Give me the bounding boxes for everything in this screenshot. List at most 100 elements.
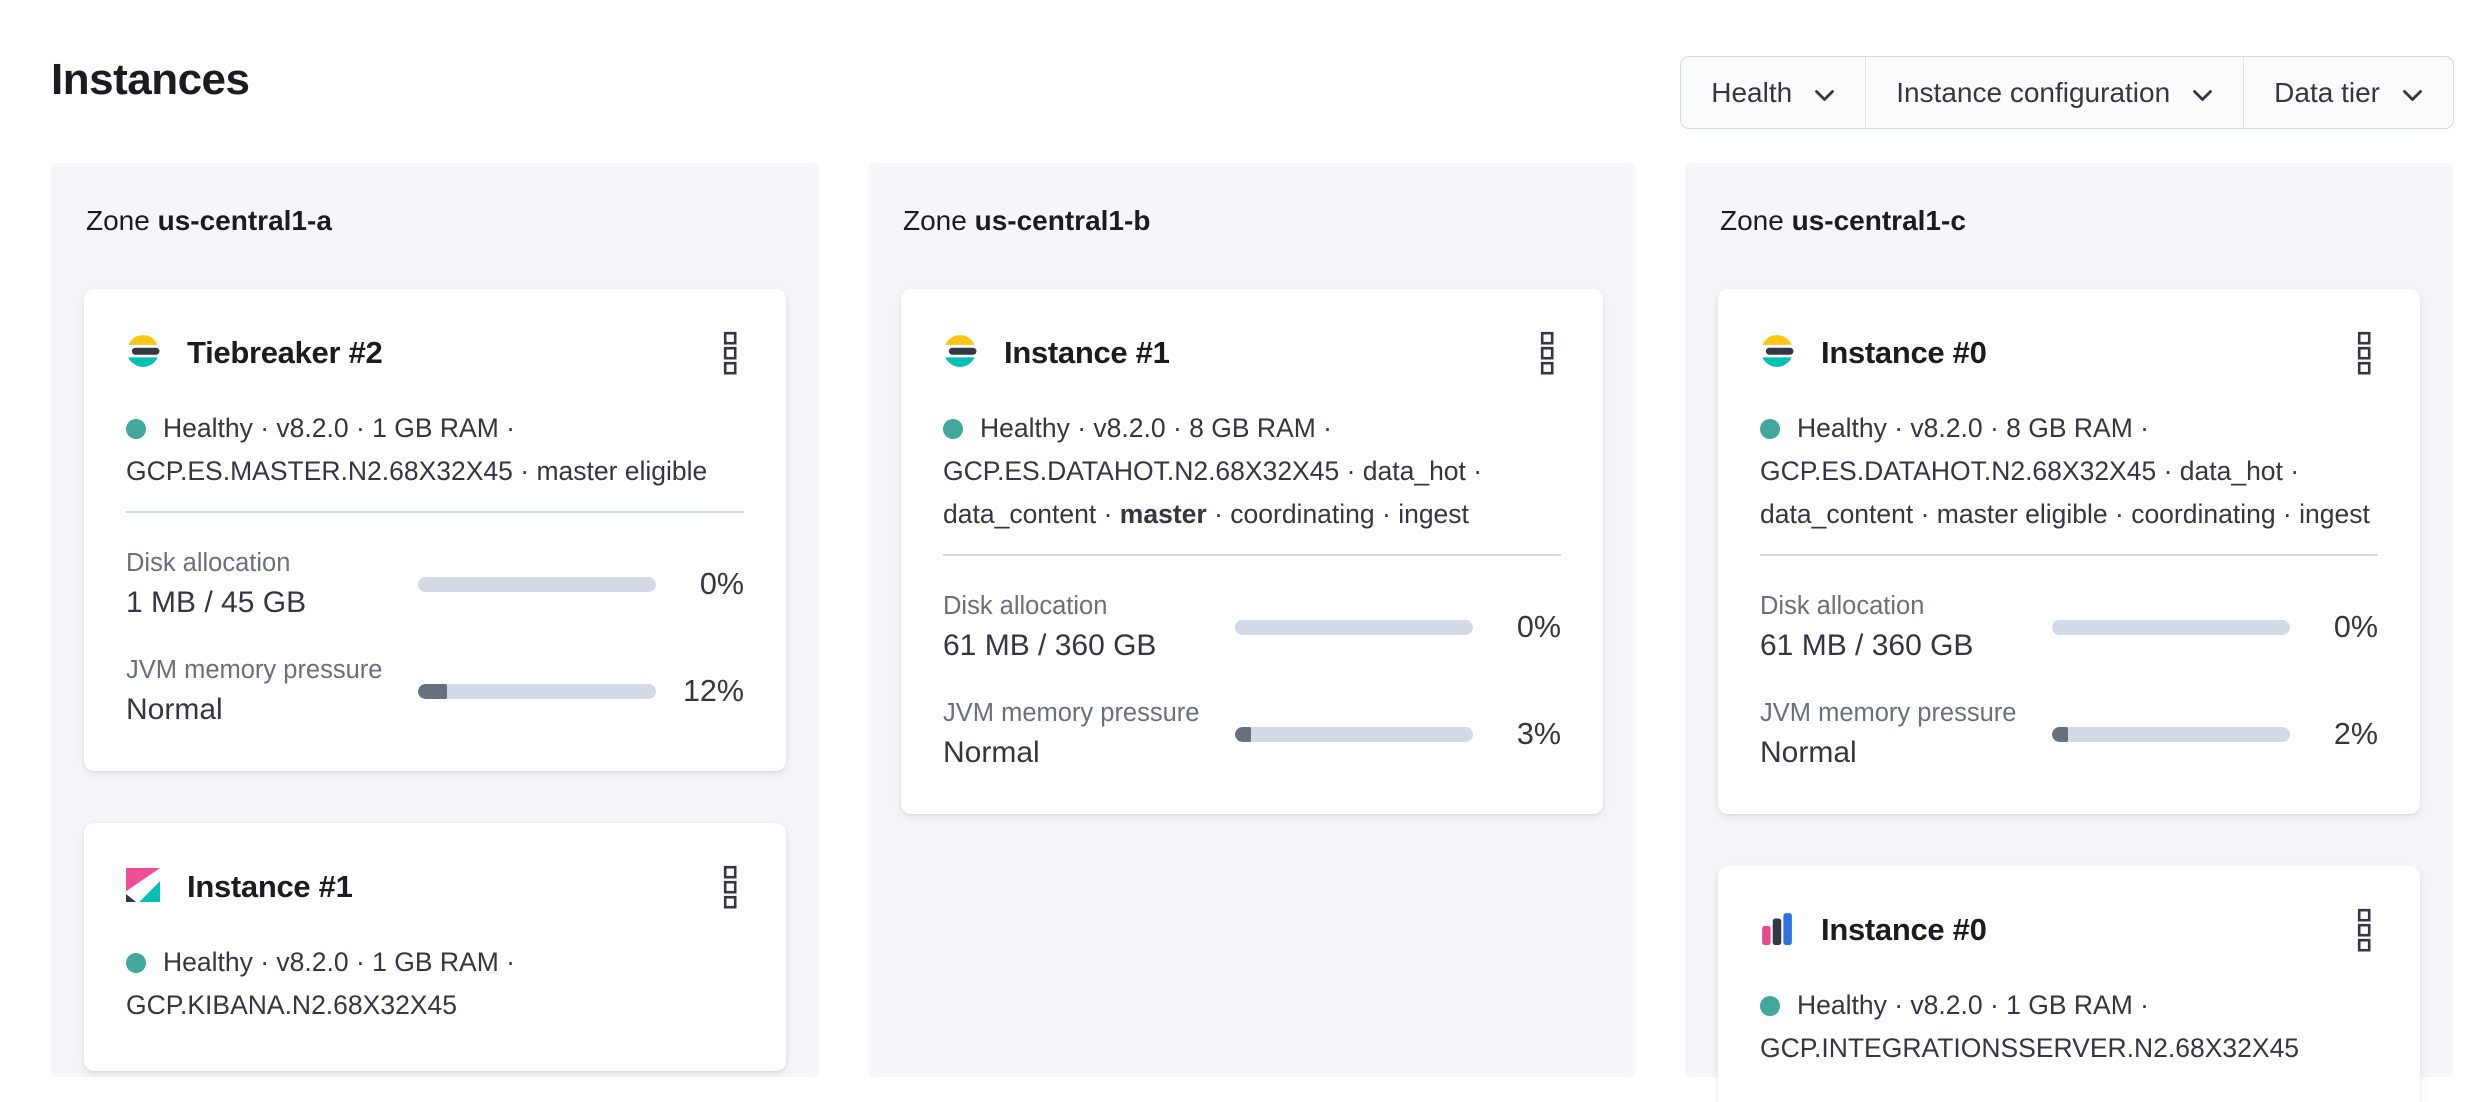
instance-card-es-1: Instance #1 Healthy · v8.2.0 · 8 GB RAM … <box>901 289 1603 814</box>
elasticsearch-logo-icon <box>1760 334 1794 373</box>
jvm-pressure-value: Normal <box>943 736 1040 769</box>
jvm-pressure-value: Normal <box>126 693 223 726</box>
disk-allocation-percent: 0% <box>1516 610 1561 644</box>
zone-name: us-central1-c <box>1791 205 1966 236</box>
boxes-vertical-icon <box>2357 908 2372 955</box>
card-header: Instance #1 <box>943 327 1561 379</box>
role-master: master <box>1119 499 1207 529</box>
instance-title: Instance #1 <box>1004 335 1170 370</box>
zone-prefix: Zone <box>1720 205 1784 236</box>
page-header: Instances Health Instance configuration … <box>0 0 2490 129</box>
status-line-1: Healthy · v8.2.0 · 1 GB RAM · <box>163 413 515 443</box>
instance-menu-button[interactable] <box>717 327 744 379</box>
instance-card-kibana-1: Instance #1 Healthy · v8.2.0 · 1 GB RAM … <box>84 823 786 1071</box>
progress-fill <box>418 684 447 699</box>
jvm-pressure-progressbar <box>2052 727 2290 742</box>
zone-prefix: Zone <box>86 205 150 236</box>
disk-allocation-label: Disk allocation <box>1760 592 1925 620</box>
instance-status: Healthy · v8.2.0 · 1 GB RAM · GCP.KIBANA… <box>126 941 744 1027</box>
card-divider <box>126 511 744 513</box>
progress-fill <box>2052 727 2068 742</box>
boxes-vertical-icon <box>723 865 738 912</box>
card-header: Instance #0 <box>1760 327 2378 379</box>
jvm-pressure-percent: 3% <box>1516 717 1561 751</box>
zone-panel-us-central1-a: Zone us-central1-a Tiebreaker #2 <box>51 163 819 1077</box>
jvm-pressure-percent: 2% <box>2333 717 2378 751</box>
chevron-down-icon <box>1814 77 1835 109</box>
health-dot-icon <box>126 418 146 439</box>
card-header: Tiebreaker #2 <box>126 327 744 379</box>
boxes-vertical-icon <box>2357 331 2372 378</box>
disk-allocation-percent: 0% <box>699 567 744 601</box>
jvm-pressure-percent: 12% <box>682 674 744 708</box>
card-divider <box>1760 554 2378 556</box>
status-line-3: data_content · master eligible · coordin… <box>1760 499 2370 529</box>
instance-status: Healthy · v8.2.0 · 8 GB RAM · GCP.ES.DAT… <box>943 407 1561 536</box>
health-dot-icon <box>943 418 963 439</box>
roles-prefix: data_content · <box>943 499 1120 529</box>
disk-allocation-value: 1 MB / 45 GB <box>126 586 307 619</box>
disk-allocation-row: Disk allocation 61 MB / 360 GB 0% <box>943 592 1561 663</box>
status-line-2: GCP.ES.DATAHOT.N2.68X32X45 · data_hot · <box>1760 456 2300 486</box>
disk-allocation-row: Disk allocation 61 MB / 360 GB 0% <box>1760 592 2378 663</box>
instance-status: Healthy · v8.2.0 · 1 GB RAM · GCP.INTEGR… <box>1760 984 2378 1070</box>
instance-title: Instance #0 <box>1821 912 1987 947</box>
elasticsearch-logo-icon <box>126 334 160 373</box>
jvm-pressure-label: JVM memory pressure <box>1760 699 2017 727</box>
boxes-vertical-icon <box>1540 331 1555 378</box>
jvm-pressure-value: Normal <box>1760 736 1857 769</box>
boxes-vertical-icon <box>723 331 738 378</box>
instance-card-integrations-0: Instance #0 Healthy · v8.2.0 · 1 GB RAM … <box>1718 866 2420 1102</box>
disk-allocation-progressbar <box>418 577 656 592</box>
disk-allocation-label: Disk allocation <box>126 549 291 577</box>
instance-menu-button[interactable] <box>717 861 744 913</box>
zone-name: us-central1-b <box>974 205 1151 236</box>
instance-menu-button[interactable] <box>2351 904 2378 956</box>
kibana-logo-icon <box>126 867 160 907</box>
status-line-1: Healthy · v8.2.0 · 1 GB RAM · <box>1797 990 2149 1020</box>
zone-prefix: Zone <box>903 205 967 236</box>
filter-instance-configuration-button[interactable]: Instance configuration <box>1865 57 2243 128</box>
instance-status: Healthy · v8.2.0 · 1 GB RAM · GCP.ES.MAS… <box>126 407 744 493</box>
jvm-pressure-label: JVM memory pressure <box>943 699 1200 727</box>
zone-label: Zone us-central1-c <box>1720 205 2420 237</box>
status-line-2: GCP.ES.MASTER.N2.68X32X45 · master eligi… <box>126 456 708 486</box>
disk-allocation-value: 61 MB / 360 GB <box>943 629 1157 662</box>
jvm-pressure-row: JVM memory pressure Normal 3% <box>943 699 1561 770</box>
zone-name: us-central1-a <box>157 205 332 236</box>
filter-data-tier-button[interactable]: Data tier <box>2243 57 2453 128</box>
status-line-2: GCP.ES.DATAHOT.N2.68X32X45 · data_hot · <box>943 456 1483 486</box>
progress-fill <box>1235 727 1251 742</box>
instance-title: Instance #1 <box>187 869 353 904</box>
instance-card-es-0: Instance #0 Healthy · v8.2.0 · 8 GB RAM … <box>1718 289 2420 814</box>
jvm-pressure-progressbar <box>1235 727 1473 742</box>
filter-health-label: Health <box>1711 76 1793 108</box>
page-title: Instances <box>51 55 250 104</box>
disk-allocation-value: 61 MB / 360 GB <box>1760 629 1974 662</box>
chevron-down-icon <box>2402 77 2423 109</box>
instance-title: Tiebreaker #2 <box>187 335 383 370</box>
filter-instance-configuration-label: Instance configuration <box>1896 76 2171 108</box>
jvm-pressure-row: JVM memory pressure Normal 12% <box>126 656 744 727</box>
jvm-pressure-row: JVM memory pressure Normal 2% <box>1760 699 2378 770</box>
instance-status: Healthy · v8.2.0 · 8 GB RAM · GCP.ES.DAT… <box>1760 407 2378 536</box>
elasticsearch-logo-icon <box>943 334 977 373</box>
card-divider <box>943 554 1561 556</box>
card-header: Instance #1 <box>126 861 744 913</box>
disk-allocation-progressbar <box>2052 620 2290 635</box>
instance-menu-button[interactable] <box>1534 327 1561 379</box>
status-line-1: Healthy · v8.2.0 · 8 GB RAM · <box>980 413 1332 443</box>
disk-allocation-label: Disk allocation <box>943 592 1108 620</box>
card-header: Instance #0 <box>1760 904 2378 956</box>
status-line-3: data_content · master · coordinating · i… <box>943 493 1561 536</box>
filter-health-button[interactable]: Health <box>1681 57 1865 128</box>
health-dot-icon <box>1760 418 1780 439</box>
chevron-down-icon <box>2192 77 2213 109</box>
instance-card-tiebreaker-2: Tiebreaker #2 Healthy · v8.2.0 · 1 GB RA… <box>84 289 786 771</box>
zone-label: Zone us-central1-b <box>903 205 1603 237</box>
zone-label: Zone us-central1-a <box>86 205 786 237</box>
integrations-server-logo-icon <box>1760 911 1794 950</box>
instance-menu-button[interactable] <box>2351 327 2378 379</box>
filter-bar: Health Instance configuration Data tier <box>1680 56 2454 129</box>
